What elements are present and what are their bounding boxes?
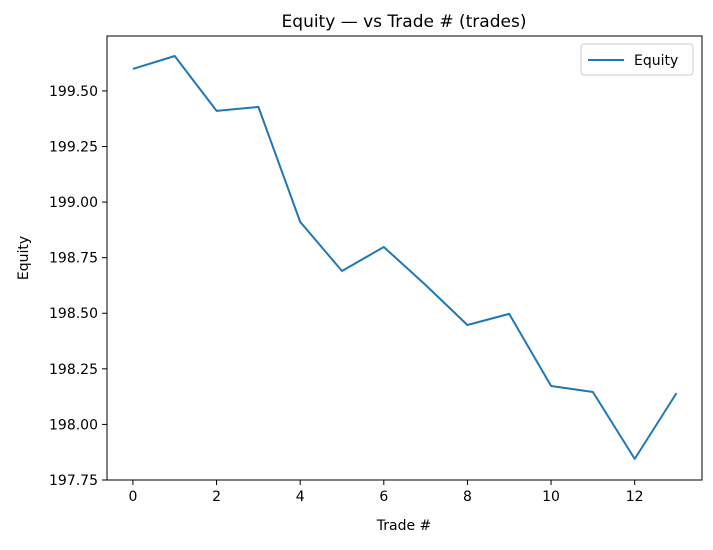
y-axis-label: Equity — [16, 236, 32, 280]
y-tick-label: 198.75 — [49, 251, 98, 267]
y-axis: 197.75 198.00 198.25 198.50 198.75 199.00 199.… — [49, 84, 107, 489]
y-tick-label: 198.25 — [49, 362, 98, 378]
x-axis-label: Trade # — [376, 518, 432, 534]
y-tick-label: 197.75 — [49, 473, 98, 489]
y-tick-label: 198.50 — [49, 306, 98, 322]
x-tick-label: 8 — [463, 489, 472, 505]
y-tick-label: 198.00 — [49, 417, 98, 433]
plot-frame — [107, 36, 702, 480]
x-axis: 0 2 4 6 8 10 12 — [128, 480, 643, 505]
x-tick-label: 12 — [626, 489, 644, 505]
series-layer — [133, 56, 677, 459]
chart-title: Equity — vs Trade # (trades) — [282, 12, 527, 32]
series-line-equity — [133, 56, 677, 459]
legend-label-equity: Equity — [634, 53, 678, 69]
x-tick-label: 0 — [128, 489, 137, 505]
x-tick-label: 6 — [379, 489, 388, 505]
x-tick-label: 4 — [296, 489, 305, 505]
x-tick-label: 2 — [212, 489, 221, 505]
legend: Equity — [581, 44, 693, 75]
x-tick-label: 10 — [542, 489, 560, 505]
y-tick-label: 199.50 — [49, 84, 98, 100]
y-tick-label: 199.00 — [49, 195, 98, 211]
y-tick-label: 199.25 — [49, 139, 98, 155]
